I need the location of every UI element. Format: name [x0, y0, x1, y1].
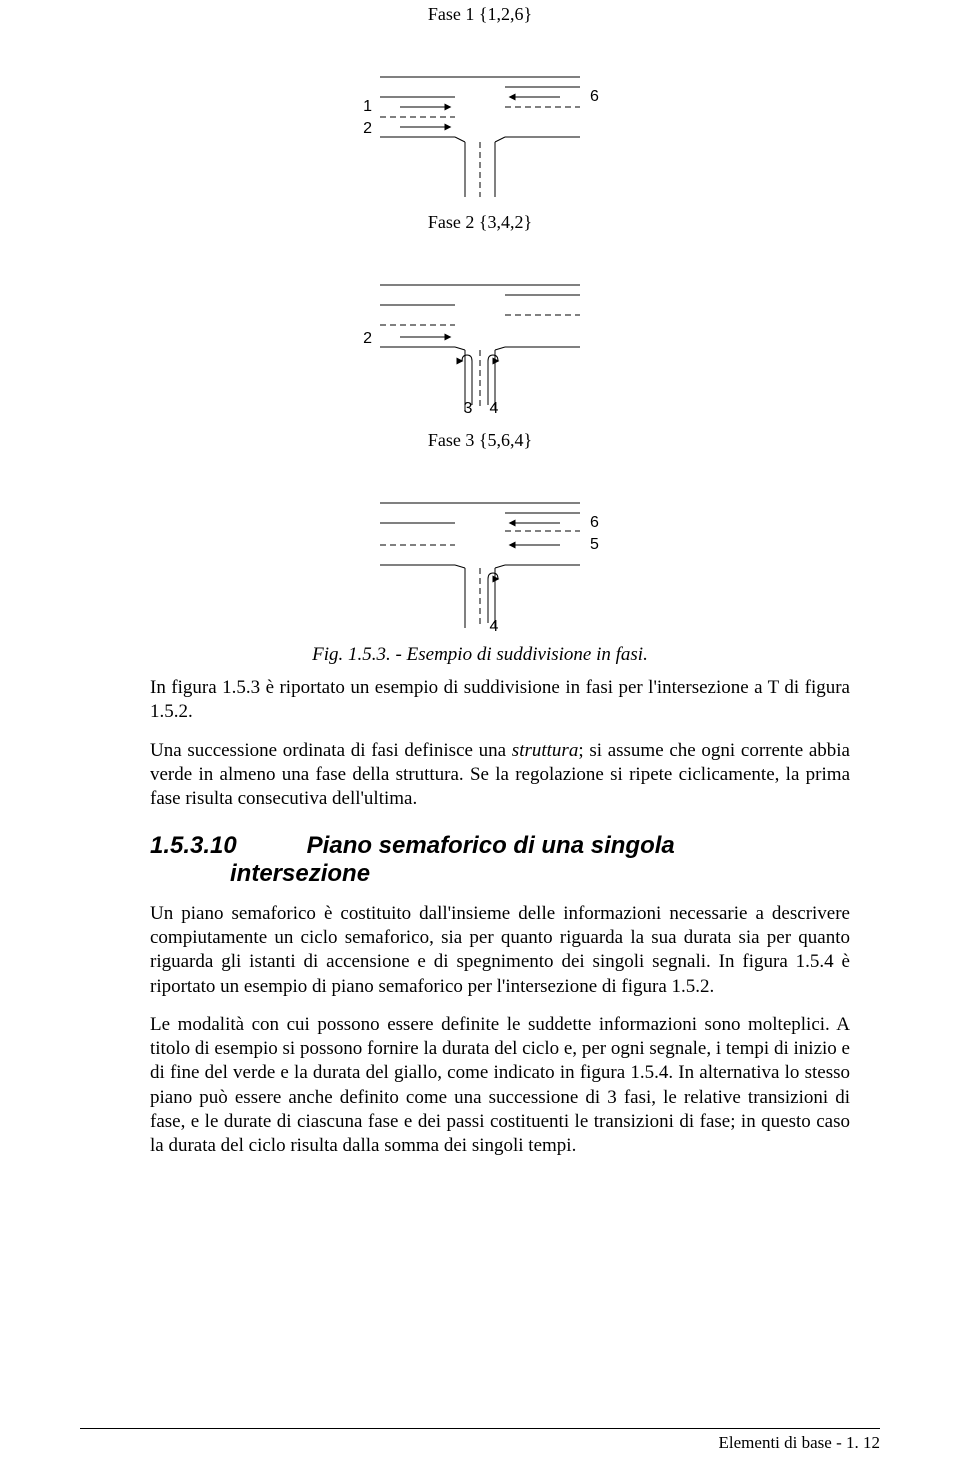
section-title-line1: Piano semaforico di una singola — [307, 832, 675, 860]
svg-text:6: 6 — [590, 514, 599, 531]
phase2-title: Fase 2 {3,4,2} — [0, 212, 960, 233]
section-title-line2: intersezione — [230, 860, 370, 888]
footer-rule — [80, 1428, 880, 1429]
phase3-diagram: 6 5 4 — [350, 453, 610, 633]
paragraph-1: In figura 1.5.3 è riportato un esempio d… — [150, 676, 850, 725]
svg-text:5: 5 — [590, 536, 599, 553]
svg-text:6: 6 — [590, 88, 599, 105]
svg-text:4: 4 — [490, 400, 499, 415]
phase3-title: Fase 3 {5,6,4} — [0, 430, 960, 451]
footer-text: Elementi di base - 1. 12 — [719, 1433, 880, 1453]
figure-caption: Fig. 1.5.3. - Esempio di suddivisione in… — [120, 644, 840, 666]
phase1-title: Fase 1 {1,2,6} — [0, 4, 960, 25]
paragraph-3: Un piano semaforico è costituito dall'in… — [150, 902, 850, 999]
svg-text:4: 4 — [490, 618, 499, 633]
phase2-diagram: 2 3 4 — [350, 235, 610, 415]
section-heading: 1.5.3.10 Piano semaforico di una singola… — [150, 832, 840, 888]
paragraph-4: Le modalità con cui possono essere defin… — [150, 1013, 850, 1159]
section-number: 1.5.3.10 — [150, 832, 300, 860]
p2-em: struttura — [512, 740, 579, 761]
p2-part-a: Una successione ordinata di fasi definis… — [150, 740, 512, 761]
svg-text:2: 2 — [363, 120, 372, 137]
page: Fase 1 {1,2,6} 1 2 6 Fase 2 {3,4,2} 2 3 4 Fa… — [0, 4, 960, 1465]
figure-block: Fase 1 {1,2,6} 1 2 6 Fase 2 {3,4,2} 2 3 4 Fa… — [0, 4, 960, 666]
phase1-diagram: 1 2 6 — [350, 27, 610, 197]
svg-text:2: 2 — [363, 330, 372, 347]
paragraph-2: Una successione ordinata di fasi definis… — [150, 739, 850, 812]
svg-text:3: 3 — [464, 400, 473, 415]
svg-text:1: 1 — [363, 98, 372, 115]
